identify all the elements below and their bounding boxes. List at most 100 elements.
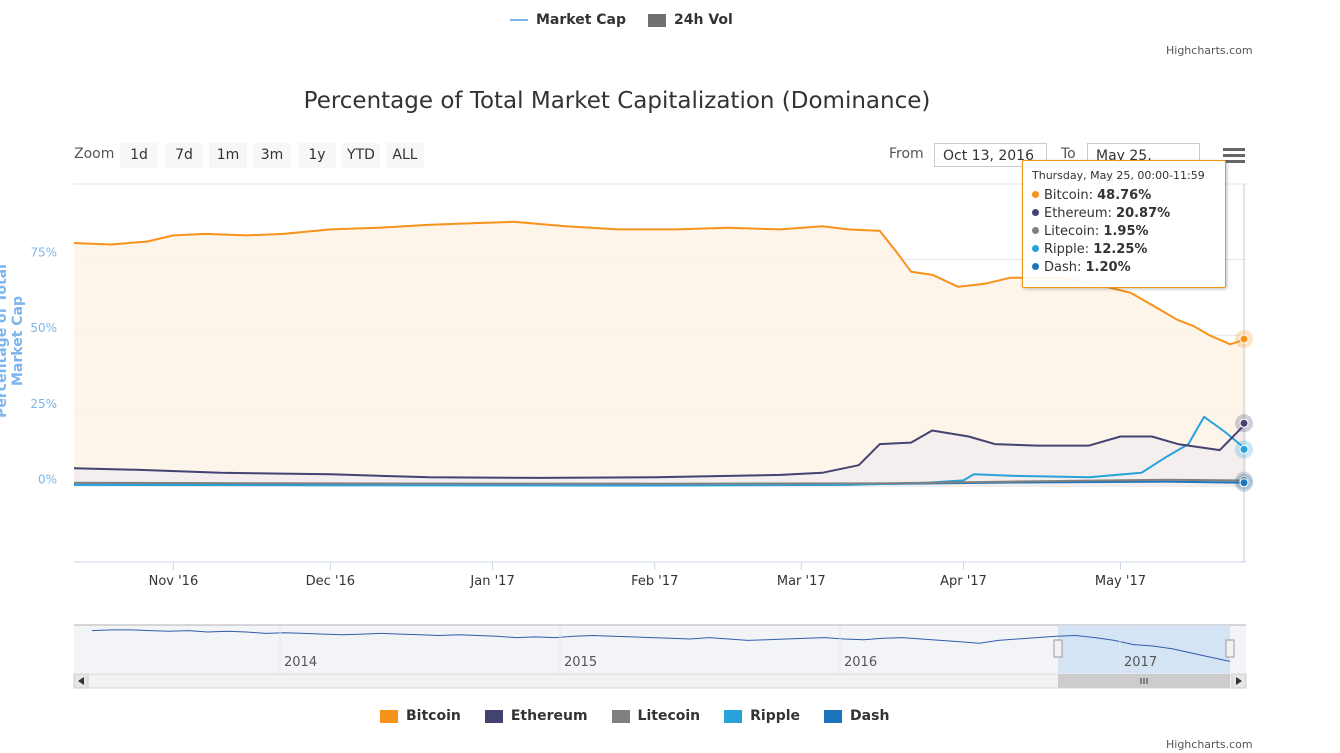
- ethereum-dot-icon: [1032, 209, 1039, 216]
- legend-label: Litecoin: [637, 708, 701, 724]
- navigator-year-label: 2014: [284, 655, 317, 670]
- zoom-7d-button[interactable]: 7d: [165, 143, 203, 168]
- zoom-1y-button[interactable]: 1y: [298, 143, 336, 168]
- menu-bar: [1223, 154, 1245, 157]
- tooltip-row-ethereum: Ethereum: 20.87%: [1032, 205, 1216, 223]
- tooltip-row-ripple: Ripple: 12.25%: [1032, 241, 1216, 259]
- zoom-1d-button[interactable]: 1d: [120, 143, 158, 168]
- zoom-1m-button[interactable]: 1m: [209, 143, 247, 168]
- series-fills: [74, 221, 1246, 487]
- tooltip-row-litecoin: Litecoin: 1.95%: [1032, 223, 1216, 241]
- scroll-right-arrow-icon: [1236, 677, 1242, 685]
- series-area-bitcoin: [74, 221, 1246, 487]
- navigator-year-labels: 2014 2015 2016 2017: [279, 625, 1157, 673]
- legend-item-volume[interactable]: 24h Vol: [648, 12, 733, 28]
- tooltip-series-value: 20.87%: [1116, 206, 1171, 221]
- scrollbar-grip-icon: [1140, 678, 1148, 684]
- x-tick-label: Mar '17: [777, 574, 826, 589]
- series-lines: [73, 220, 1247, 487]
- x-tick-label: May '17: [1095, 574, 1146, 589]
- to-label: To: [1061, 146, 1076, 162]
- hamburger-menu-icon[interactable]: [1223, 148, 1245, 164]
- dash-swatch: [824, 709, 843, 723]
- tooltip-row-dash: Dash: 1.20%: [1032, 259, 1216, 277]
- x-tick-label: Dec '16: [306, 574, 355, 589]
- tooltip-series-value: 48.76%: [1097, 188, 1152, 203]
- tooltip-series-name: Litecoin: [1044, 224, 1095, 239]
- navigator-selected-range[interactable]: [1058, 625, 1230, 673]
- legend-label: Ripple: [750, 708, 801, 724]
- menu-bar: [1223, 148, 1245, 151]
- navigator[interactable]: 2014 2015 2016 2017: [73, 624, 1247, 689]
- y-tick-label: 25%: [30, 397, 57, 411]
- tooltip-series-name: Ethereum: [1044, 206, 1108, 221]
- legend-item-ripple[interactable]: Ripple: [724, 708, 800, 724]
- legend-label: Bitcoin: [406, 708, 461, 724]
- y-tick-label: 50%: [30, 321, 57, 335]
- legend-label: Ethereum: [510, 708, 588, 724]
- zoom-label: Zoom: [74, 146, 115, 162]
- marker-ethereum: [1239, 418, 1249, 428]
- tooltip-series-name: Bitcoin: [1044, 188, 1089, 203]
- bottom-legend: Bitcoin Ethereum Litecoin Ripple Dash: [380, 708, 889, 724]
- ethereum-swatch: [484, 709, 503, 723]
- x-tick-label: Feb '17: [631, 574, 678, 589]
- credits-bottom[interactable]: Highcharts.com: [1166, 738, 1253, 751]
- x-tick-labels: Nov '16 Dec '16 Jan '17 Feb '17 Mar '17 Apr '…: [149, 562, 1146, 589]
- legend-label: Dash: [850, 708, 890, 724]
- bitcoin-dot-icon: [1032, 191, 1039, 198]
- credits-top[interactable]: Highcharts.com: [1166, 44, 1253, 57]
- legend-item-ethereum[interactable]: Ethereum: [484, 708, 588, 724]
- zoom-all-button[interactable]: ALL: [386, 143, 424, 168]
- bitcoin-swatch: [380, 709, 398, 723]
- tooltip-series-value: 12.25%: [1093, 242, 1148, 257]
- y-tick-label: 0%: [38, 472, 57, 486]
- legend-item-market-cap[interactable]: Market Cap: [510, 12, 626, 28]
- series-line-ethereum: [73, 422, 1247, 479]
- navigator-right-handle[interactable]: [1225, 639, 1235, 658]
- marker-dash: [1239, 478, 1249, 488]
- legend-item-litecoin[interactable]: Litecoin: [611, 708, 701, 724]
- legend-label-volume: 24h Vol: [674, 12, 733, 28]
- y-tick-label: 75%: [30, 246, 57, 260]
- y-tick-labels: 0% 25% 50% 75%: [30, 246, 57, 487]
- navigator-series-line: [91, 629, 1231, 662]
- series-area-ethereum: [74, 423, 1246, 487]
- navigator-year-label: 2015: [564, 655, 597, 670]
- tooltip-series-value: 1.95%: [1103, 224, 1149, 239]
- zoom-ytd-button[interactable]: YTD: [342, 143, 380, 168]
- navigator-year-label: 2017: [1124, 655, 1157, 670]
- dash-dot-icon: [1032, 263, 1039, 270]
- top-legend: Market Cap 24h Vol: [510, 12, 733, 28]
- tooltip-series-name: Dash: [1044, 260, 1077, 275]
- x-tick-label: Apr '17: [940, 574, 987, 589]
- series-line-bitcoin: [73, 220, 1247, 346]
- volume-box-swatch: [648, 13, 667, 27]
- tooltip-row-bitcoin: Bitcoin: 48.76%: [1032, 187, 1216, 205]
- hover-markers: [1235, 184, 1253, 562]
- litecoin-dot-icon: [1032, 227, 1039, 234]
- legend-item-bitcoin[interactable]: Bitcoin: [380, 708, 461, 724]
- navigator-year-label: 2016: [844, 655, 877, 670]
- x-tick-label: Nov '16: [149, 574, 199, 589]
- tooltip-series-value: 1.20%: [1085, 260, 1131, 275]
- ripple-dot-icon: [1032, 245, 1039, 252]
- chart-title: Percentage of Total Market Capitalizatio…: [303, 88, 931, 114]
- menu-bar: [1223, 160, 1245, 163]
- x-tick-label: Jan '17: [469, 574, 514, 589]
- series-line-litecoin: [73, 478, 1247, 485]
- from-label: From: [889, 146, 924, 162]
- marker-bitcoin: [1239, 334, 1249, 344]
- from-date-input[interactable]: Oct 13, 2016: [934, 143, 1047, 167]
- tooltip: Thursday, May 25, 00:00-11:59 Bitcoin: 4…: [1022, 160, 1226, 288]
- legend-item-dash[interactable]: Dash: [824, 708, 889, 724]
- ripple-swatch: [724, 709, 743, 723]
- scroll-left-arrow-icon: [78, 677, 84, 685]
- tooltip-header: Thursday, May 25, 00:00-11:59: [1032, 169, 1205, 182]
- navigator-left-handle[interactable]: [1053, 639, 1063, 658]
- tooltip-series-name: Ripple: [1044, 242, 1085, 257]
- zoom-3m-button[interactable]: 3m: [253, 143, 291, 168]
- legend-label-market-cap: Market Cap: [536, 12, 627, 28]
- series-line-ripple: [73, 415, 1247, 487]
